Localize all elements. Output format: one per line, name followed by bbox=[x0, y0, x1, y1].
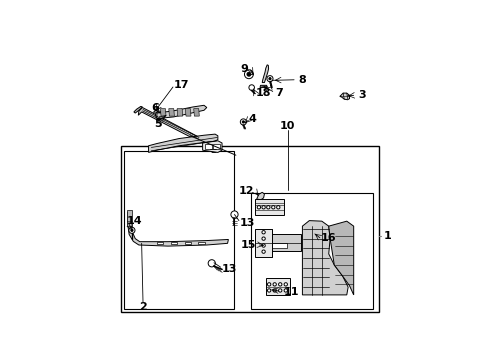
Text: 9: 9 bbox=[240, 64, 248, 74]
Bar bbox=[198, 242, 204, 244]
Text: 16: 16 bbox=[321, 233, 337, 243]
Bar bbox=[127, 210, 132, 226]
Bar bbox=[213, 144, 220, 149]
Polygon shape bbox=[260, 85, 267, 87]
Text: 10: 10 bbox=[280, 121, 295, 131]
Polygon shape bbox=[157, 105, 207, 118]
Bar bbox=[270, 243, 287, 248]
Polygon shape bbox=[128, 212, 228, 246]
Bar bbox=[266, 278, 291, 296]
Polygon shape bbox=[262, 65, 269, 82]
Bar bbox=[171, 242, 177, 244]
Text: 17: 17 bbox=[174, 80, 190, 90]
Polygon shape bbox=[177, 109, 183, 116]
Text: 6: 6 bbox=[151, 103, 159, 113]
Text: 14: 14 bbox=[127, 216, 143, 226]
Polygon shape bbox=[148, 134, 218, 152]
Polygon shape bbox=[134, 107, 143, 113]
Circle shape bbox=[161, 111, 166, 116]
Text: 3: 3 bbox=[359, 90, 367, 100]
Text: 4: 4 bbox=[249, 114, 257, 125]
Circle shape bbox=[262, 231, 265, 234]
Circle shape bbox=[279, 283, 282, 286]
Bar bbox=[255, 199, 284, 215]
Circle shape bbox=[268, 283, 271, 286]
Text: 8: 8 bbox=[299, 75, 307, 85]
Circle shape bbox=[231, 211, 238, 218]
Text: 15: 15 bbox=[241, 240, 256, 250]
Circle shape bbox=[245, 70, 253, 79]
Circle shape bbox=[163, 113, 165, 114]
Circle shape bbox=[267, 206, 270, 209]
Bar bbox=[255, 229, 272, 257]
Polygon shape bbox=[329, 221, 354, 295]
Circle shape bbox=[249, 85, 254, 90]
Circle shape bbox=[284, 283, 288, 286]
Circle shape bbox=[267, 76, 273, 82]
Polygon shape bbox=[203, 141, 222, 152]
Polygon shape bbox=[169, 109, 174, 116]
Circle shape bbox=[273, 283, 276, 286]
Polygon shape bbox=[194, 109, 199, 116]
Text: 1: 1 bbox=[384, 231, 392, 241]
Circle shape bbox=[277, 206, 280, 209]
Text: 13: 13 bbox=[222, 264, 237, 274]
Text: 11: 11 bbox=[284, 287, 299, 297]
Polygon shape bbox=[340, 93, 349, 100]
Polygon shape bbox=[161, 109, 166, 116]
Circle shape bbox=[131, 229, 133, 231]
Circle shape bbox=[240, 119, 246, 125]
Circle shape bbox=[284, 289, 288, 292]
Text: 12: 12 bbox=[239, 186, 254, 196]
Polygon shape bbox=[138, 108, 212, 147]
Polygon shape bbox=[302, 221, 348, 295]
Text: 5: 5 bbox=[155, 118, 162, 129]
Text: 13: 13 bbox=[240, 218, 255, 228]
Text: 18: 18 bbox=[256, 87, 271, 98]
Circle shape bbox=[262, 206, 265, 209]
Circle shape bbox=[262, 244, 265, 247]
Circle shape bbox=[208, 260, 216, 267]
Text: 2: 2 bbox=[139, 302, 147, 312]
Bar bbox=[185, 242, 191, 244]
Circle shape bbox=[129, 227, 135, 233]
Circle shape bbox=[247, 72, 251, 76]
Circle shape bbox=[279, 289, 282, 292]
Circle shape bbox=[269, 77, 271, 80]
Circle shape bbox=[257, 206, 261, 209]
Bar bbox=[157, 242, 163, 244]
Circle shape bbox=[158, 113, 161, 116]
Circle shape bbox=[155, 111, 163, 118]
Bar bbox=[251, 193, 373, 309]
Polygon shape bbox=[185, 109, 191, 116]
Circle shape bbox=[268, 289, 271, 292]
Circle shape bbox=[262, 237, 265, 240]
Bar bbox=[205, 144, 212, 149]
Circle shape bbox=[273, 289, 276, 292]
Text: 7: 7 bbox=[275, 87, 283, 98]
Bar bbox=[123, 151, 235, 309]
Polygon shape bbox=[257, 192, 265, 200]
Polygon shape bbox=[209, 147, 216, 152]
Circle shape bbox=[262, 250, 265, 253]
Bar bbox=[121, 146, 379, 312]
Circle shape bbox=[242, 121, 245, 123]
Polygon shape bbox=[255, 234, 301, 251]
Circle shape bbox=[271, 206, 275, 209]
